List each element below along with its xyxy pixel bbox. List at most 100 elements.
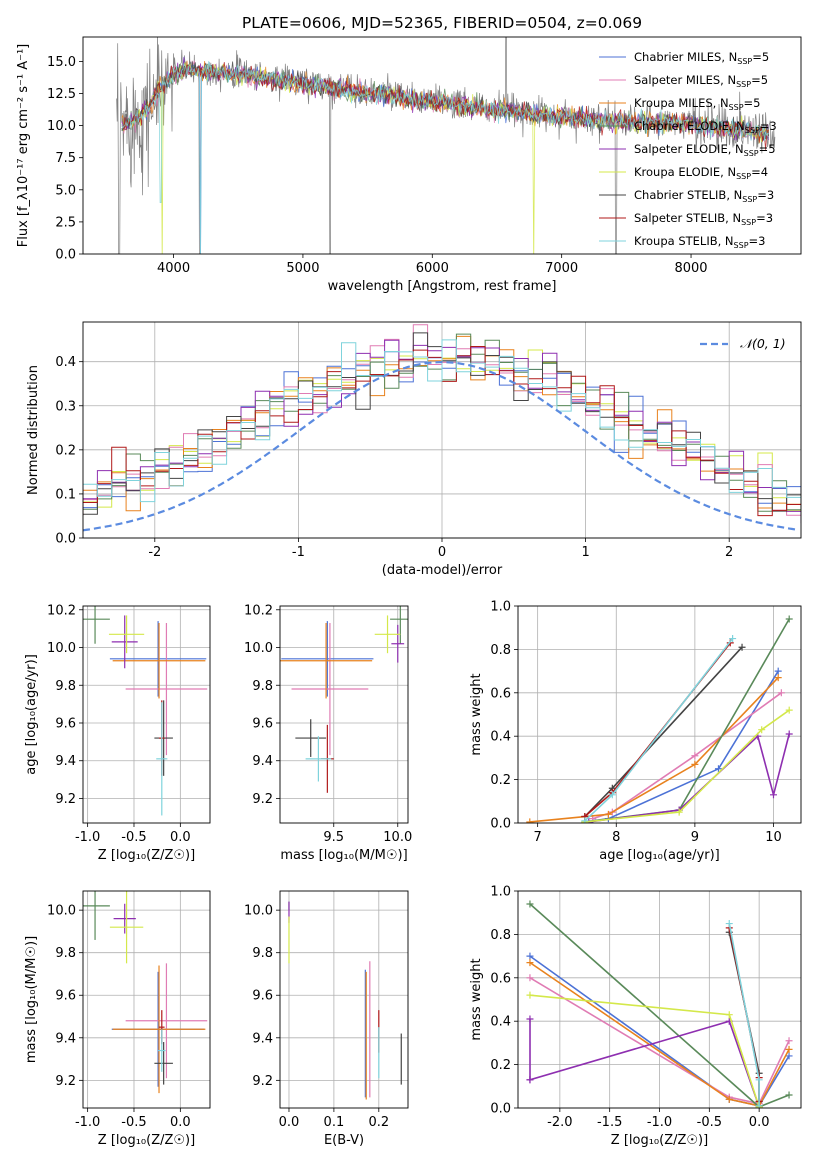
errorbar-salpeter-miles (125, 963, 208, 1079)
data-point-marker (526, 1076, 534, 1084)
y-tick-label: 10.0 (244, 904, 273, 919)
y-tick-label: 0.1 (55, 487, 76, 502)
plot-area-mass-vs-ebv (288, 901, 402, 1100)
data-point-marker (526, 952, 534, 960)
data-point-marker (604, 810, 612, 818)
data-point-marker (785, 1045, 793, 1053)
errorbar-kroupa-stelib (156, 702, 168, 816)
x-tick-label: -0.5 (697, 1115, 722, 1130)
y-tick-label: 0.0 (55, 248, 76, 263)
data-point-marker (758, 726, 766, 734)
plot-area-weight-vs-Z (526, 900, 793, 1108)
data-point-marker (774, 674, 782, 682)
data-point-marker (608, 791, 616, 799)
y-tick-label: 9.8 (252, 679, 273, 694)
plot-area-residuals (83, 324, 801, 532)
y-axis-label: age [log₁₀(age/yr)] (24, 654, 39, 775)
axes-frame (517, 890, 802, 1109)
legend-entry: Salpeter STELIB, NSSP=3 (634, 211, 773, 227)
y-axis-label: Normed distribution (26, 365, 41, 495)
x-tick-label: 0.2 (368, 1115, 389, 1130)
y-tick-label: 2.5 (55, 215, 76, 230)
data-point-marker (738, 643, 746, 651)
x-tick-label: -0.5 (121, 1115, 146, 1130)
y-tick-label: 9.6 (252, 716, 273, 731)
plot-area-weight-vs-age (526, 615, 793, 823)
y-tick-label: 9.2 (55, 792, 76, 807)
errorbar-kroupa-elodie (374, 615, 401, 654)
y-tick-label: 10.0 (47, 641, 76, 656)
errorbar-salpeter-miles (291, 622, 369, 756)
y-tick-label: 9.2 (55, 1074, 76, 1089)
axes-frame (517, 605, 802, 824)
series-line (728, 927, 760, 1102)
y-axis-label: mass [log₁₀(M/M☉)] (24, 936, 39, 1063)
axes-mass-vs-ebv: 0.0 0.1 0.2 9.2 9.4 9.6 9.8 10.0 E(B-V) (244, 890, 409, 1148)
data-point-marker (785, 706, 793, 714)
data-point-marker (785, 730, 793, 738)
y-tick-label: 10.2 (47, 603, 76, 618)
series-line (529, 994, 760, 1108)
plot-area-spectrum (116, 37, 776, 254)
x-tick-label: -2.0 (547, 1115, 572, 1130)
x-axis-label: mass [log₁₀(M/M☉)] (280, 848, 407, 863)
y-tick-label: 9.2 (252, 792, 273, 807)
x-tick-label: 9.5 (323, 830, 344, 845)
series-line (529, 977, 790, 1105)
y-tick-label: 0.2 (490, 773, 511, 788)
data-point-marker (785, 1091, 793, 1099)
legend-entry: Salpeter ELODIE, NSSP=5 (634, 142, 776, 158)
data-point-marker (777, 689, 785, 697)
data-point-marker (526, 991, 534, 999)
x-axis-label: E(B-V) (324, 1133, 364, 1148)
y-tick-label: 1.0 (490, 600, 511, 615)
y-tick-label: 7.5 (55, 151, 76, 166)
y-axis-label: Flux [f_λ10⁻¹⁷ erg cm⁻² s⁻¹ A⁻¹] (16, 44, 31, 248)
data-point-marker (526, 974, 534, 982)
errorbar-chabrier-stelib (295, 719, 327, 757)
legend-entry: Kroupa ELODIE, NSSP=4 (634, 165, 768, 181)
data-point-marker (581, 817, 589, 823)
errorbar-kroupa-miles (280, 622, 373, 699)
y-tick-label: 10.0 (47, 119, 76, 134)
series-salpeter-elodie (526, 1015, 763, 1108)
y-tick-label: 10.0 (47, 904, 76, 919)
series-line (728, 923, 760, 1106)
y-tick-label: 0.0 (490, 817, 511, 832)
series-kroupa-stelib (581, 635, 737, 823)
data-point-marker (691, 760, 699, 768)
y-tick-label: 0.4 (490, 730, 511, 745)
y-tick-label: 9.4 (55, 1031, 76, 1046)
x-tick-label: -2 (148, 545, 161, 560)
x-tick-label: 4000 (157, 261, 190, 276)
data-point-marker (725, 920, 733, 928)
errorbar-chabrier-elodie (83, 606, 110, 644)
x-tick-label: 8000 (674, 261, 707, 276)
x-tick-label: 0 (438, 545, 446, 560)
x-tick-label: -0.5 (121, 830, 146, 845)
axes-age-vs-Z: -1.0 -0.5 0.0 9.2 9.4 9.6 9.8 10.0 10.2 Z [log₁₀(… (24, 603, 211, 863)
data-point-marker (725, 1011, 733, 1019)
x-tick-label: 1 (581, 545, 589, 560)
series-chabrier-stelib (725, 928, 763, 1105)
histogram-kroupa-stelib (83, 339, 801, 503)
series-kroupa-stelib (725, 920, 763, 1108)
legend-entry: Chabrier ELODIE, NSSP=3 (634, 119, 777, 135)
histogram-chabrier-stelib (83, 332, 801, 515)
x-tick-label: -1.0 (647, 1115, 672, 1130)
data-point-marker (785, 1037, 793, 1045)
y-tick-label: 0.8 (490, 928, 511, 943)
y-tick-label: 0.3 (55, 399, 76, 414)
errorbar-kroupa-miles (112, 622, 206, 699)
y-tick-label: 0.6 (490, 971, 511, 986)
y-tick-label: 0.6 (490, 686, 511, 701)
axes-frame (82, 321, 802, 539)
x-axis-label: age [log₁₀(age/yr)] (599, 848, 720, 863)
legend-entry: Chabrier STELIB, NSSP=3 (634, 188, 774, 204)
x-tick-label: 0.0 (170, 830, 191, 845)
model-spectrum-kroupa-stelib (121, 61, 769, 254)
y-tick-label: 9.2 (252, 1074, 273, 1089)
y-tick-label: 1.0 (490, 885, 511, 900)
errorbar-chabrier-miles (109, 621, 207, 697)
data-point-marker (755, 1076, 763, 1084)
